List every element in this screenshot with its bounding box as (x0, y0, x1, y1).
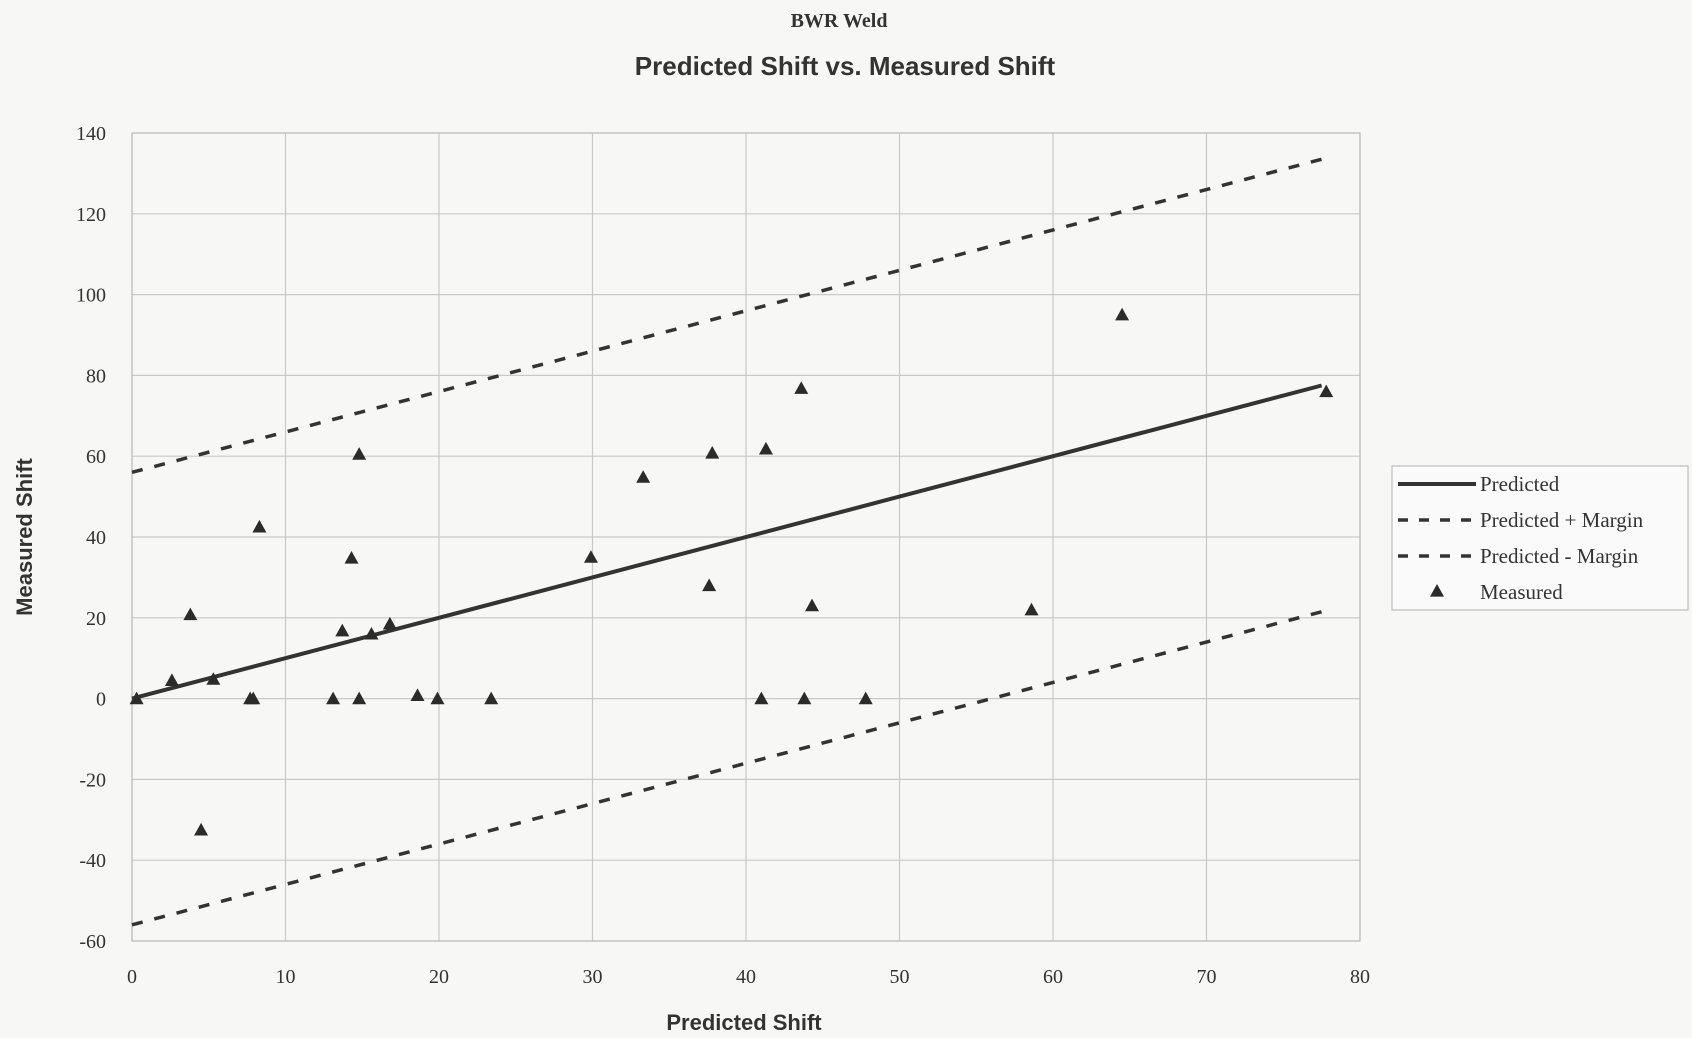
legend-items: Predicted Predicted + Margin Predicted - M… (1398, 472, 1644, 604)
measured-point (326, 691, 341, 705)
measured-point (583, 550, 598, 563)
predicted-margin-line (131, 610, 1323, 927)
x-tick-label: 50 (890, 966, 910, 988)
measured-point (194, 822, 209, 836)
y-tick-label: 80 (86, 365, 106, 387)
measured-point (758, 441, 773, 455)
measured-point (754, 691, 769, 705)
x-axis-label: Predicted Shift (666, 1010, 822, 1035)
measured-point (430, 691, 445, 705)
measured-point (364, 626, 379, 640)
y-tick-label: -20 (79, 769, 106, 791)
y-tick-label: -60 (79, 931, 106, 953)
y-tick-label: 40 (86, 527, 106, 549)
y-tick-label: 140 (76, 123, 106, 145)
legend-measured-label: Measured (1480, 580, 1563, 604)
measured-point (344, 551, 359, 564)
measured-point (1024, 602, 1039, 616)
predicted-margin-line (131, 157, 1323, 475)
x-tick-label: 30 (583, 966, 603, 988)
y-tick-label: 100 (76, 285, 106, 307)
measured-point (858, 691, 873, 705)
legend-measured-symbol (1430, 584, 1444, 597)
measured-point (705, 445, 720, 459)
measured-point (352, 447, 367, 460)
measured-point (129, 691, 144, 705)
measured-point (206, 672, 221, 685)
x-tick-label: 70 (1197, 966, 1217, 988)
y-axis-label: Measured Shift (12, 457, 37, 615)
measured-point (1115, 307, 1130, 321)
legend-box (1391, 465, 1689, 611)
x-tick-label: 0 (127, 966, 137, 988)
y-tick-label: -40 (79, 850, 106, 872)
measured-point (805, 598, 820, 612)
x-tick-label: 40 (736, 966, 756, 988)
measured-markers (129, 307, 1334, 836)
y-tick-label: 120 (76, 204, 106, 226)
x-tick-label: 60 (1043, 966, 1063, 988)
measured-point (246, 691, 261, 705)
predicted-line (131, 383, 1323, 701)
measured-point (794, 381, 809, 394)
x-tick-label: 80 (1350, 966, 1370, 988)
legend: Predicted Predicted + Margin Predicted - M… (1391, 465, 1689, 611)
measured-point (335, 623, 350, 637)
grid (131, 132, 1361, 942)
series-lines (131, 157, 1323, 927)
x-tick-label: 10 (276, 966, 296, 988)
measured-point (382, 616, 397, 630)
chart-title: Predicted Shift vs. Measured Shift (635, 51, 1056, 81)
measured-point (797, 691, 812, 705)
legend-predicted-margin-label: Predicted - Margin (1480, 544, 1639, 568)
plot-area-border (131, 132, 1361, 942)
legend-predicted-label: Predicted (1480, 472, 1560, 496)
y-tick-label: 60 (86, 446, 106, 468)
measured-point (484, 691, 499, 705)
y-tick-label: 0 (96, 689, 106, 711)
measured-point (1319, 384, 1334, 398)
measured-point (252, 519, 267, 533)
measured-point (352, 691, 367, 705)
measured-point (702, 578, 717, 592)
measured-point (636, 470, 651, 483)
chart-supertitle: BWR Weld (791, 10, 888, 32)
measured-point (410, 688, 425, 701)
y-tick-label: 20 (86, 608, 106, 630)
measured-point (164, 673, 179, 687)
tick-labels: 0 10 20 30 40 50 60 70 80 -60 -40 -20 0 20 40 60 80 100 12… (76, 123, 1370, 988)
x-tick-label: 20 (429, 966, 449, 988)
measured-point (183, 607, 198, 621)
legend-predicted-margin-label: Predicted + Margin (1480, 508, 1644, 532)
